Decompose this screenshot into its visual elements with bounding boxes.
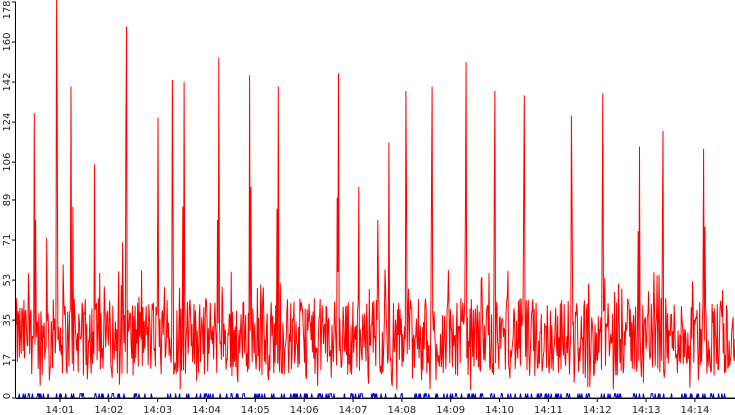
y-tick-label: 0 (2, 393, 13, 399)
x-tick-label: 14:11 (534, 405, 563, 415)
y-tick-label: 89 (2, 194, 13, 207)
y-tick-label: 71 (2, 234, 13, 247)
x-tick-label: 14:01 (46, 405, 75, 415)
x-tick-label: 14:10 (485, 405, 514, 415)
series-line-blue (16, 393, 735, 399)
y-tick-label: 17 (2, 354, 13, 367)
x-tick-label: 14:12 (583, 405, 612, 415)
y-tick-label: 160 (2, 32, 13, 51)
x-tick-label: 14:09 (436, 405, 465, 415)
x-axis: 14:01 14:02 14:03 14:04 14:05 14:06 14:07 14:08… (46, 398, 710, 415)
series-line-red (15, 0, 735, 391)
y-tick-label: 178 (2, 0, 13, 19)
x-tick-label: 14:07 (339, 405, 368, 415)
x-tick-label: 14:14 (681, 405, 710, 415)
x-tick-label: 14:13 (632, 405, 661, 415)
x-tick-label: 14:03 (143, 405, 172, 415)
y-tick-label: 142 (2, 73, 13, 92)
x-tick-label: 14:06 (290, 405, 319, 415)
y-tick-label: 53 (2, 274, 13, 287)
x-tick-label: 14:02 (94, 405, 123, 415)
y-tick-label: 124 (2, 113, 13, 132)
y-tick-label: 106 (2, 153, 13, 172)
y-tick-label: 35 (2, 314, 13, 327)
y-axis: 0 17 35 53 71 89 106 124 142 160 178 (2, 0, 16, 399)
x-tick-label: 14:08 (387, 405, 416, 415)
x-tick-label: 14:04 (192, 405, 221, 415)
x-tick-label: 14:05 (241, 405, 270, 415)
